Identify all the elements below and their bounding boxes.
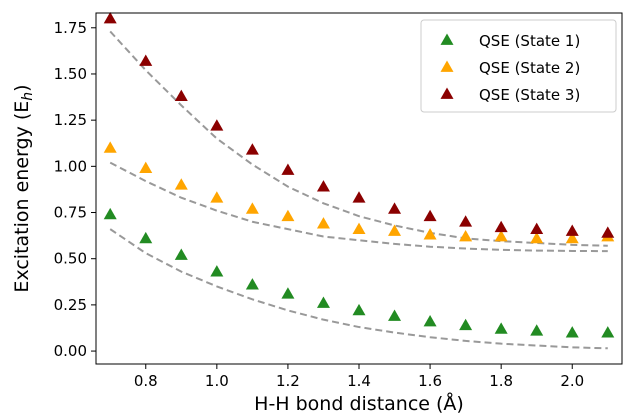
- series-2-point: [352, 222, 366, 235]
- series-3-point: [459, 215, 473, 227]
- legend-label-1: QSE (State 1): [479, 32, 580, 50]
- series-1-point: [423, 315, 437, 327]
- series-2-point: [388, 224, 402, 236]
- y-axis-label: Excitation energy (Eh): [11, 84, 36, 292]
- x-tick-label: 1.0: [205, 372, 229, 390]
- y-axis-label-main: Excitation energy (E: [11, 101, 33, 293]
- series-1-point: [139, 231, 153, 244]
- series-1-point: [103, 207, 117, 220]
- y-tick-label: 1.25: [54, 111, 87, 129]
- x-tick-label: 1.8: [489, 372, 513, 390]
- series-3-point: [316, 180, 330, 192]
- reference-curve-3: [109, 30, 608, 247]
- series-3-point: [139, 54, 153, 66]
- series-1-point: [459, 318, 473, 331]
- series-3-point: [103, 12, 117, 24]
- series-1-point: [565, 326, 579, 338]
- series-2-point: [245, 202, 259, 214]
- series-1-point: [210, 265, 224, 277]
- series-2-point: [281, 209, 295, 222]
- x-tick-label: 0.8: [134, 372, 158, 390]
- series-2-point: [210, 191, 224, 203]
- series-3-point: [352, 191, 366, 203]
- series-1-point: [494, 322, 508, 334]
- x-axis: 0.8 1.0 1.2 1.4 1.6 1.8 2.0: [134, 364, 584, 390]
- series-1-point: [316, 296, 330, 308]
- x-tick-label: 1.4: [347, 372, 371, 390]
- y-axis-label-subscript: h: [20, 92, 36, 101]
- x-tick-label: 2.0: [560, 372, 584, 390]
- series-1-point: [281, 287, 295, 299]
- x-tick-label: 1.2: [276, 372, 300, 390]
- series-3-point: [601, 226, 615, 238]
- x-tick-label: 1.6: [418, 372, 442, 390]
- legend-label-2: QSE (State 2): [479, 59, 580, 77]
- y-tick-label: 0.75: [54, 204, 87, 222]
- legend-label-3: QSE (State 3): [479, 86, 580, 104]
- y-axis-label-close: ): [11, 84, 33, 91]
- series-3-point: [530, 222, 544, 235]
- series-2-point: [494, 230, 508, 242]
- series-3-point: [210, 119, 224, 131]
- legend-marker-1: [440, 33, 454, 45]
- legend: QSE (State 1) QSE (State 2) QSE (State 3): [420, 19, 617, 113]
- series-3-point: [281, 163, 295, 175]
- series-3-point: [494, 220, 508, 233]
- series-3-point: [423, 209, 437, 222]
- series-1-point: [601, 326, 615, 338]
- series-1-point: [174, 248, 188, 260]
- series-1-point: [530, 324, 544, 336]
- series-2-point: [423, 228, 437, 240]
- series-1-point: [245, 278, 259, 290]
- series-2-point: [530, 231, 544, 244]
- reference-curve-1: [109, 228, 608, 350]
- series-1-point: [352, 303, 366, 316]
- y-tick-label: 0.00: [54, 342, 87, 360]
- x-axis-label: H-H bond distance (Å): [254, 392, 464, 415]
- reference-curve-2: [109, 161, 608, 253]
- y-tick-label: 0.50: [54, 250, 87, 268]
- y-tick-label: 1.75: [54, 19, 87, 37]
- legend-marker-2: [440, 60, 454, 72]
- series-3-point: [565, 224, 579, 236]
- legend-marker-3: [440, 87, 454, 99]
- series-3-point: [245, 143, 259, 155]
- series-1-point: [388, 309, 402, 321]
- series-2-point: [174, 178, 188, 190]
- series-2-point: [459, 230, 473, 242]
- data-points: [103, 12, 615, 338]
- series-3-point: [388, 202, 402, 214]
- series-3-point: [174, 89, 188, 102]
- series-2-point: [316, 217, 330, 229]
- y-tick-label: 1.00: [54, 157, 87, 175]
- reference-curves: [109, 30, 608, 350]
- series-2-point: [565, 231, 579, 244]
- series-2-point: [103, 141, 117, 153]
- y-axis: 0.00 0.25 0.50 0.75 1.00 1.25 1.50 1.75: [54, 19, 96, 360]
- y-tick-label: 0.25: [54, 296, 87, 314]
- y-tick-label: 1.50: [54, 65, 87, 83]
- series-2-point: [139, 161, 153, 174]
- legend-box: [420, 19, 617, 113]
